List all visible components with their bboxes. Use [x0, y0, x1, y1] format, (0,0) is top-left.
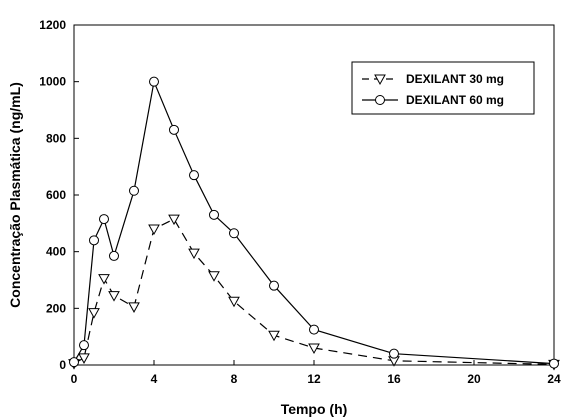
legend-box	[351, 61, 535, 115]
data-point-0	[268, 330, 280, 342]
data-point-1	[79, 340, 89, 351]
data-point-0	[108, 291, 120, 302]
legend-label-60mg: DEXILANT 60 mg	[406, 93, 504, 107]
y-tick-label: 800	[46, 131, 66, 145]
data-point-0	[168, 214, 180, 226]
y-tick-label: 600	[46, 188, 66, 202]
series-line-0	[73, 218, 555, 365]
data-point-0	[188, 248, 200, 260]
x-tick-label: 12	[307, 372, 321, 386]
series-line-1	[73, 79, 555, 365]
x-axis: 0 4 8 12 16 20 24	[71, 360, 561, 386]
data-point-1	[99, 214, 109, 225]
y-tick-label: 400	[46, 245, 66, 259]
x-tick-label: 20	[467, 372, 481, 386]
data-point-0	[88, 308, 100, 319]
legend-marker-30mg	[374, 74, 386, 86]
data-point-0	[98, 274, 110, 285]
data-point-1	[129, 185, 139, 196]
y-tick-label: 200	[46, 301, 66, 315]
legend-label-30mg: DEXILANT 30 mg	[406, 72, 504, 86]
data-point-1	[189, 170, 199, 181]
series-layer	[68, 76, 560, 371]
data-point-1	[149, 76, 159, 87]
x-tick-label: 8	[231, 372, 238, 386]
legend-marker-60mg	[375, 95, 385, 105]
y-tick-label: 1200	[39, 18, 66, 32]
data-point-0	[308, 343, 320, 355]
data-point-1	[89, 235, 99, 246]
data-point-0	[78, 353, 90, 364]
data-point-1	[169, 124, 179, 135]
y-axis: 0 200 400 600 800 1000 1200	[39, 18, 79, 372]
data-point-1	[309, 324, 319, 335]
x-tick-label: 4	[151, 372, 158, 386]
y-tick-label: 0	[59, 358, 66, 372]
x-tick-label: 24	[547, 372, 561, 386]
legend: DEXILANT 30 mg DEXILANT 60 mg	[351, 61, 535, 115]
x-tick-label: 0	[71, 372, 78, 386]
data-point-1	[549, 358, 559, 369]
data-point-1	[229, 228, 239, 239]
x-tick-label: 16	[387, 372, 401, 386]
y-tick-label: 1000	[39, 75, 66, 89]
data-point-1	[109, 250, 119, 261]
data-point-0	[128, 302, 140, 313]
y-axis-title: Concentração Plasmática (ng/mL)	[7, 82, 23, 308]
data-point-1	[209, 209, 219, 220]
data-point-1	[69, 357, 79, 368]
data-point-1	[269, 280, 279, 291]
data-point-0	[208, 271, 220, 282]
data-point-0	[228, 296, 240, 308]
data-point-0	[148, 224, 160, 236]
x-axis-title: Tempo (h)	[281, 401, 348, 417]
data-point-1	[389, 348, 399, 359]
